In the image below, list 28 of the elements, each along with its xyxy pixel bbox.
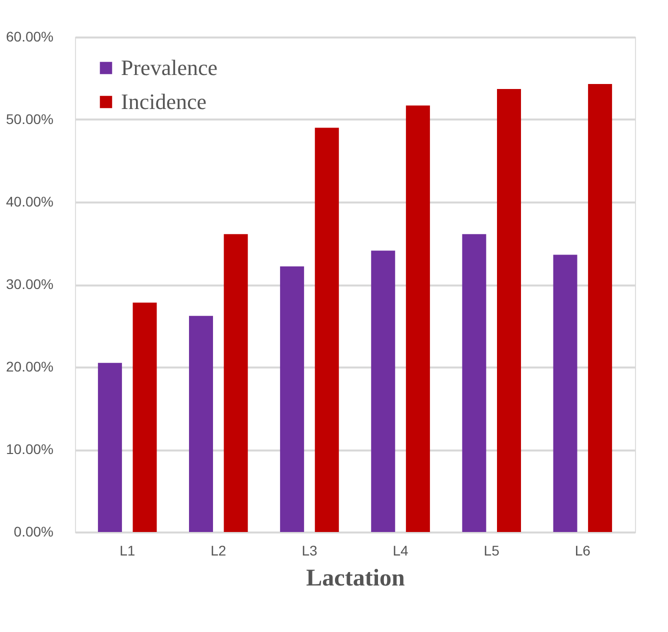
legend-label: Prevalence — [121, 55, 218, 80]
bar — [98, 362, 122, 532]
bar — [553, 254, 578, 532]
bar — [588, 84, 612, 532]
bar — [280, 266, 304, 532]
bar — [462, 234, 486, 532]
x-axis-title: Lactation — [306, 566, 405, 592]
bar — [371, 250, 396, 532]
x-tick-label: L1 — [120, 542, 136, 558]
bar — [496, 88, 521, 532]
y-tick-label: 0.00% — [14, 524, 54, 540]
y-tick-label: 40.00% — [6, 194, 54, 210]
y-tick-label: 20.00% — [6, 358, 54, 374]
x-tick-label: L5 — [484, 542, 500, 558]
y-tick-label: 60.00% — [6, 28, 54, 44]
bar — [132, 302, 157, 532]
bar — [314, 128, 339, 532]
y-tick-label: 30.00% — [6, 276, 54, 292]
legend-label: Incidence — [121, 89, 206, 114]
y-tick-label: 10.00% — [6, 441, 54, 457]
x-tick-label: L6 — [574, 542, 591, 558]
x-tick-label: L2 — [210, 542, 226, 558]
x-tick-label: L4 — [392, 542, 409, 558]
bar — [406, 105, 430, 532]
bar — [189, 316, 214, 532]
bar — [224, 234, 248, 532]
y-tick-label: 50.00% — [6, 111, 54, 127]
x-tick-label: L3 — [302, 542, 318, 558]
